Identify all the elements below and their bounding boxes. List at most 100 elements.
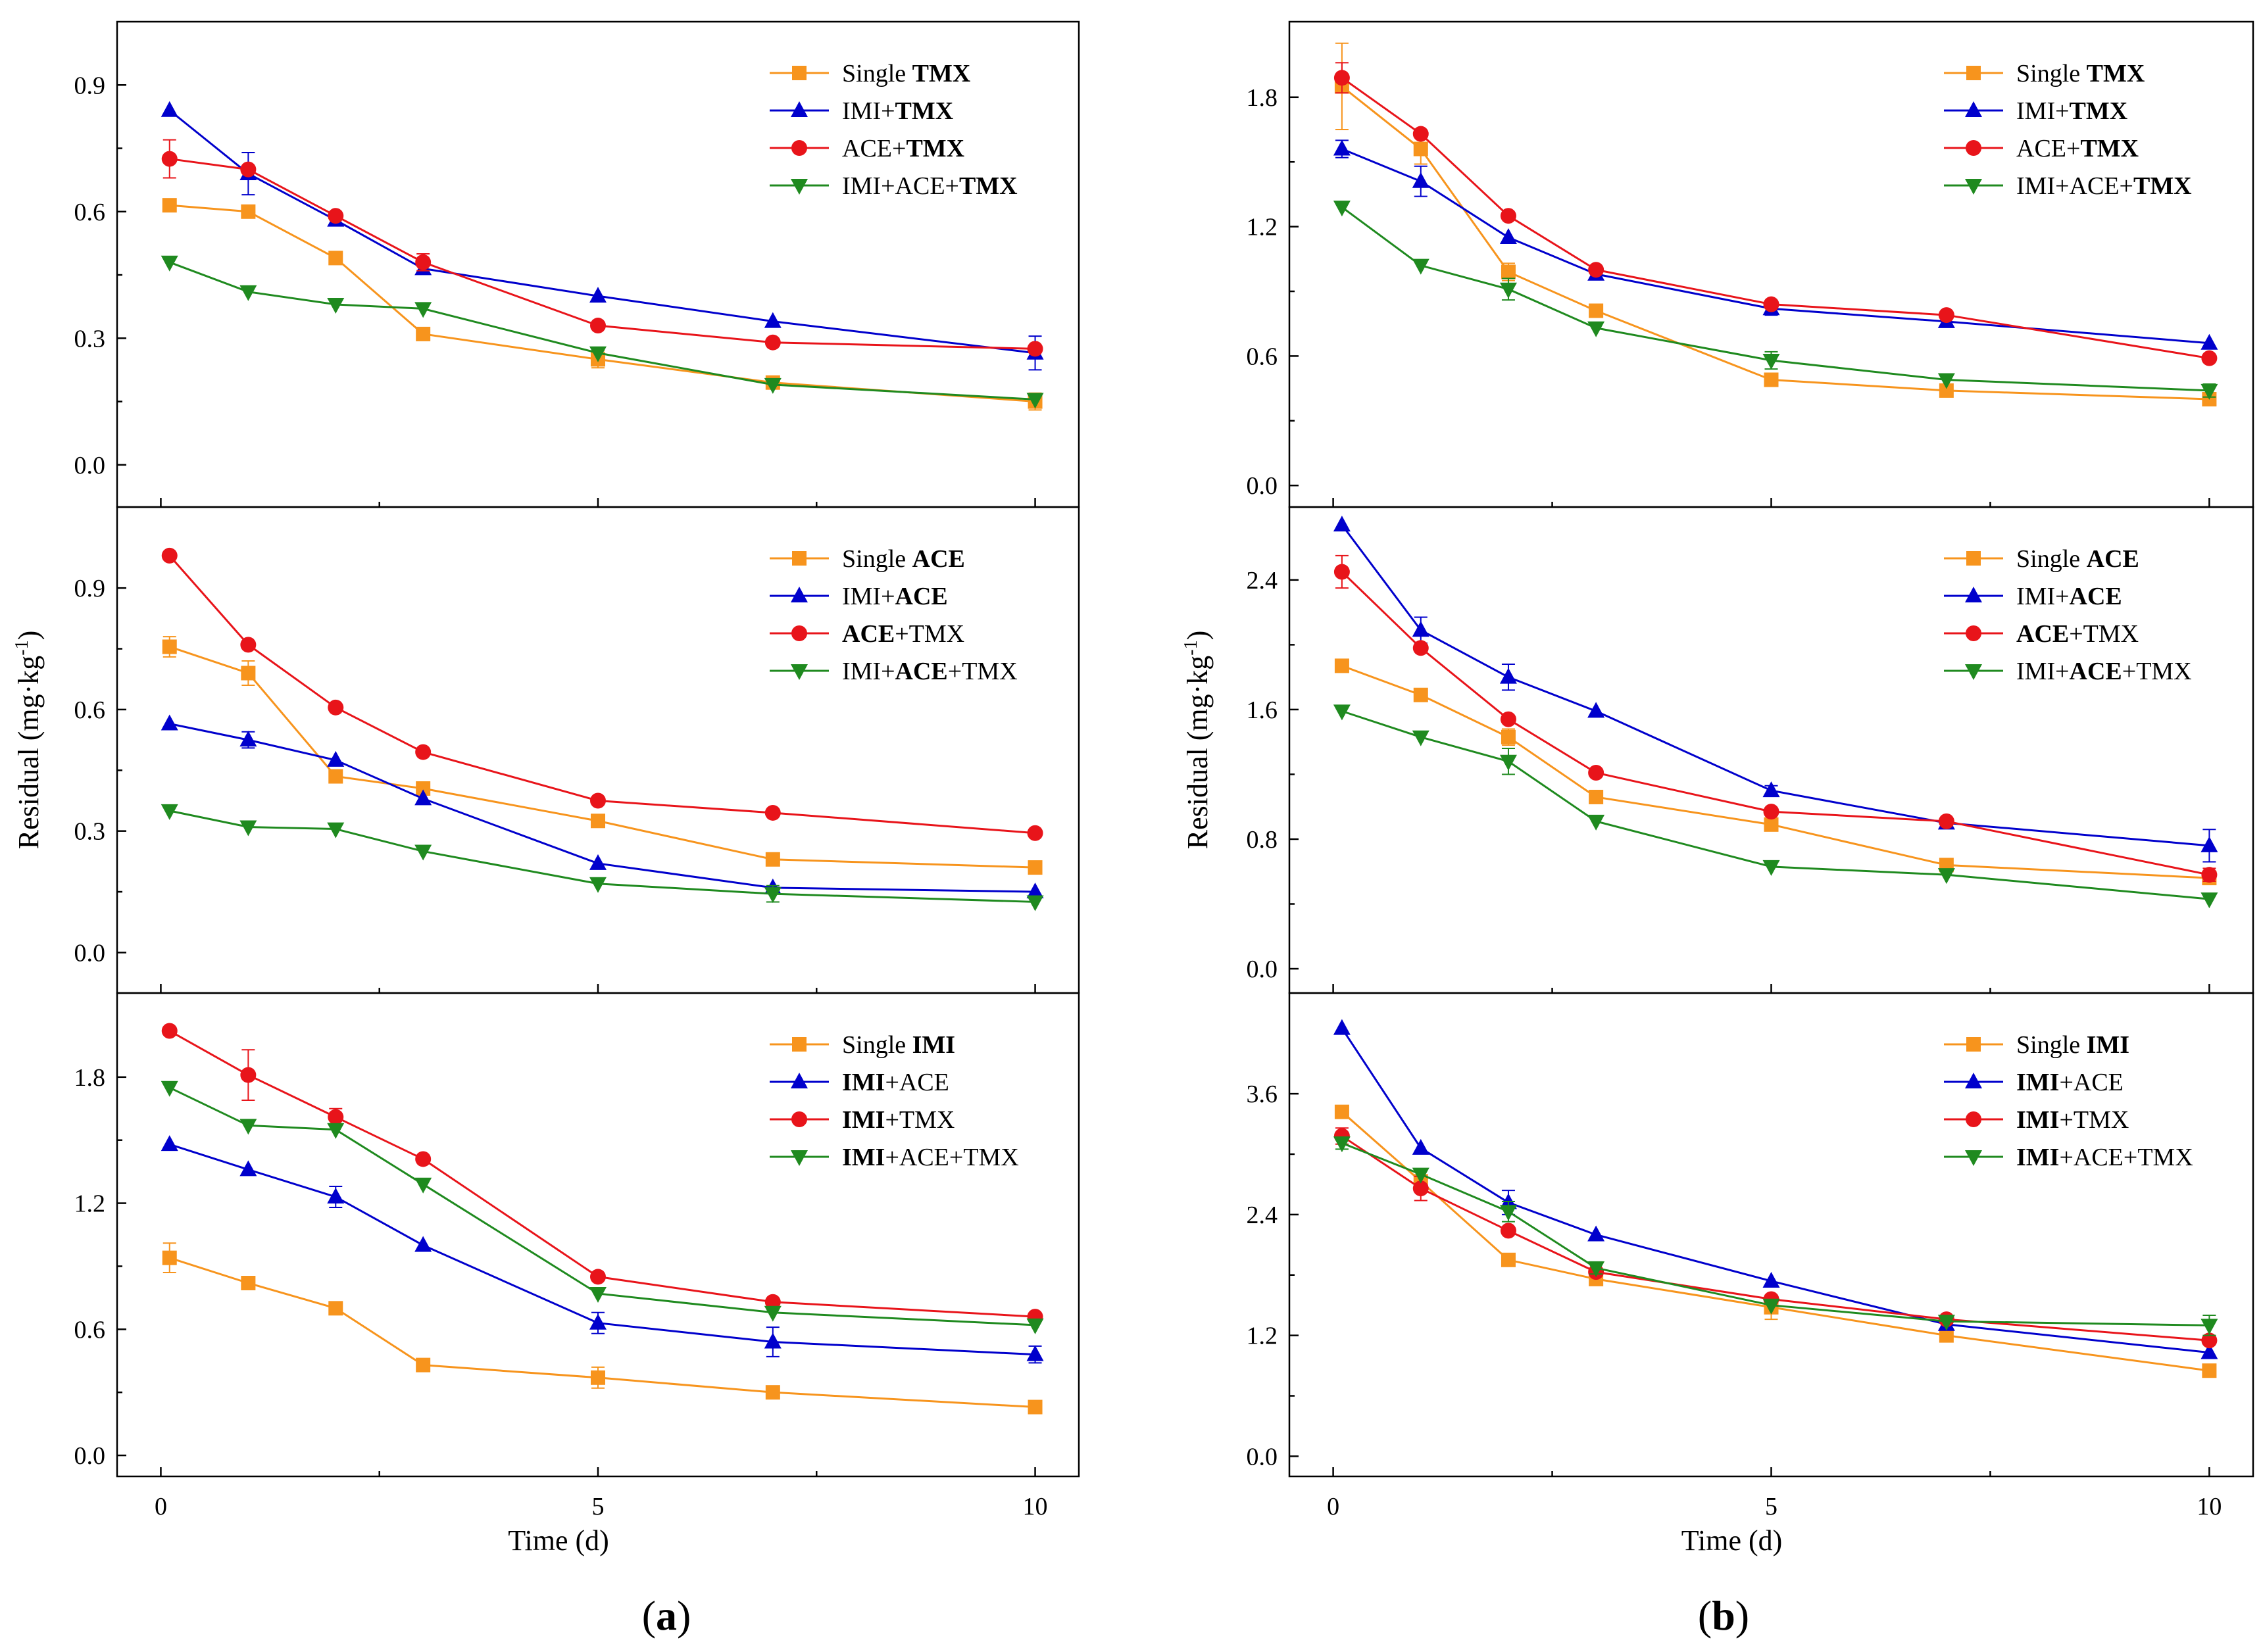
y-axis-title-b-unit: kg: [1181, 656, 1214, 685]
data-point: [590, 318, 606, 334]
legend-label-part: Single: [842, 1031, 912, 1059]
data-point: [1333, 1019, 1351, 1035]
legend-item: ACE+TMX: [770, 135, 964, 162]
series-imi-ace-tmx: [1333, 1136, 2218, 1336]
data-point: [1763, 804, 1779, 820]
series-imi-ace-tmx: [1333, 201, 2218, 400]
data-point: [328, 251, 343, 266]
data-point: [416, 781, 431, 796]
legend-label: IMI+ACE: [2016, 1069, 2124, 1096]
series-ace-tmx: [1333, 62, 2218, 366]
x-axis-title: Time (d): [1681, 1524, 1783, 1557]
legend-label-part: +TMX: [2122, 658, 2192, 685]
legend-item: IMI+TMX: [1944, 97, 2127, 125]
data-point: [1937, 373, 1955, 389]
panel-label-a: (a): [642, 1592, 691, 1639]
data-point: [2201, 350, 2218, 366]
legend-label-part: TMX: [2133, 172, 2192, 200]
series-ace-tmx: [161, 139, 1043, 357]
legend-item: IMI+ACE: [770, 1069, 949, 1096]
data-point: [1500, 208, 1516, 224]
series-single-ace: [1334, 658, 2217, 886]
legend-item: IMI+TMX: [1944, 1106, 2129, 1134]
legend-item: IMI+ACE: [1944, 1069, 2124, 1096]
legend-label: IMI+TMX: [2016, 1106, 2129, 1134]
data-point: [1587, 702, 1605, 718]
x-tick-label: 5: [592, 1493, 605, 1520]
data-point: [414, 789, 432, 806]
legend-swatch-marker: [791, 1073, 808, 1088]
data-point: [1589, 789, 1604, 804]
legend-label-part: +ACE+TMX: [885, 1144, 1018, 1171]
series-imi-ace-tmx: [161, 1081, 1044, 1334]
legend-label-part: +TMX: [2069, 620, 2139, 648]
x-tick-label: 5: [1765, 1493, 1777, 1520]
legend-label-part: IMI: [2016, 1144, 2059, 1171]
plot-frame: [1288, 992, 2254, 1478]
legend-label-part: ACE: [2087, 545, 2139, 573]
y-axis-title-b-sup: -1: [1181, 640, 1201, 655]
data-point: [1412, 172, 1429, 188]
data-point: [328, 1301, 343, 1316]
legend-label-part: IMI: [2087, 1031, 2129, 1059]
legend-label-part: ACE: [895, 583, 948, 610]
legend-swatch-marker: [1965, 1150, 1982, 1166]
legend-label-part: IMI+: [842, 583, 895, 610]
data-point: [1500, 711, 1516, 727]
panel-label-a-close: ): [677, 1592, 691, 1639]
data-point: [161, 255, 178, 272]
series-single-imi: [162, 1242, 1043, 1415]
data-point: [1764, 372, 1779, 387]
data-point: [1412, 258, 1429, 275]
data-point: [1499, 1205, 1517, 1221]
plot-frame: [116, 506, 1080, 994]
data-point: [1501, 1252, 1516, 1267]
legend-label: ACE+TMX: [2016, 135, 2139, 162]
legend: Single TMX IMI+TMX ACE+TMX IMI+ACE+TMX: [1944, 60, 2192, 200]
data-point: [328, 1109, 344, 1125]
panel-label-b-letter: b: [1712, 1592, 1735, 1639]
data-point: [764, 334, 781, 351]
legend-swatch-marker: [1965, 179, 1982, 195]
legend-label: IMI+ACE+TMX: [2016, 658, 2192, 685]
y-tick-label: 0.9: [74, 575, 106, 602]
legend-swatch-marker: [1965, 101, 1982, 117]
legend-label: Single ACE: [842, 545, 965, 573]
data-point: [1762, 860, 1780, 876]
data-point: [416, 326, 431, 341]
data-point: [239, 820, 257, 837]
data-point: [241, 666, 256, 681]
data-point: [241, 1276, 256, 1290]
data-point: [414, 844, 432, 861]
data-point: [161, 101, 178, 117]
y-tick-label: 1.8: [74, 1064, 106, 1092]
series-line: [169, 204, 1035, 403]
legend-item: ACE+TMX: [1944, 620, 2139, 648]
legend-label: Single ACE: [2016, 545, 2139, 573]
data-point: [240, 637, 257, 653]
data-point: [1412, 1167, 1429, 1184]
data-point: [1587, 814, 1605, 831]
legend-label-part: IMI+ACE+: [2016, 172, 2133, 200]
legend-label: Single TMX: [2016, 60, 2145, 87]
legend-label-part: IMI+: [842, 658, 895, 685]
data-point: [1333, 564, 1350, 580]
legend-label-part: +TMX: [948, 658, 1018, 685]
legend-label-part: IMI: [842, 1069, 885, 1096]
data-point: [1587, 1225, 1605, 1242]
data-point: [327, 297, 345, 314]
data-point: [239, 1160, 257, 1177]
data-point: [765, 1385, 780, 1400]
y-tick-label: 0.0: [74, 939, 106, 967]
y-tick-label: 1.6: [1247, 696, 1278, 724]
data-point: [1412, 621, 1429, 637]
legend-item: Single ACE: [770, 545, 965, 573]
legend-swatch-marker: [1965, 587, 1982, 602]
data-point: [1333, 1136, 1351, 1153]
legend-label-part: ACE: [2070, 583, 2122, 610]
data-point: [591, 1370, 605, 1385]
data-point: [327, 1123, 345, 1139]
